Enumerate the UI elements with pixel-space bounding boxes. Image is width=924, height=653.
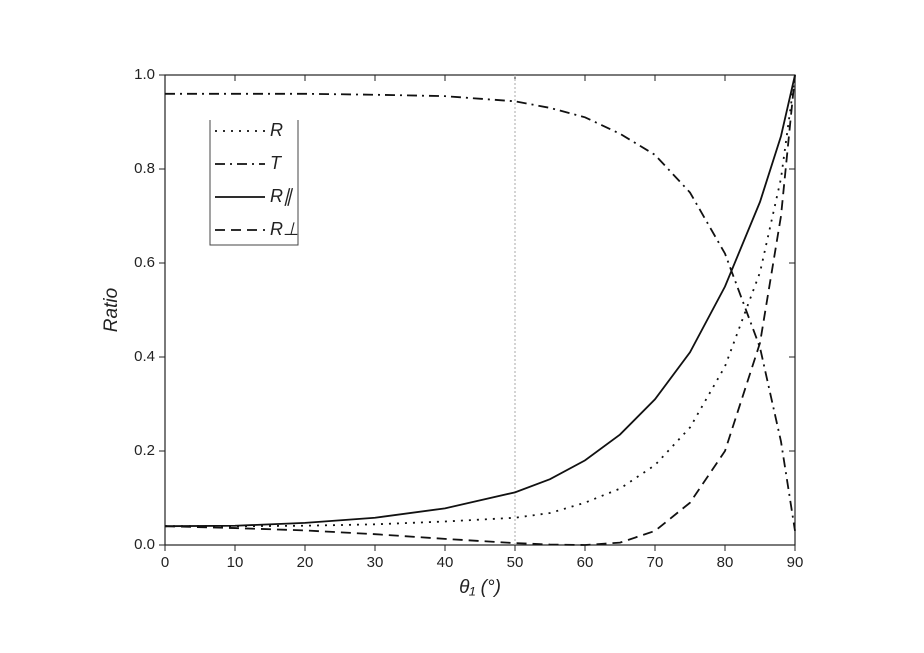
y-tick-label: 1.0: [134, 66, 155, 83]
legend-frame: [209, 120, 299, 246]
plot-frame: [164, 74, 796, 546]
series-line: [165, 92, 796, 532]
y-tick-label: 0.8: [134, 160, 155, 177]
y-tick-label: 0.2: [134, 442, 155, 459]
y-tick-label: 0.4: [134, 348, 155, 365]
legend-label: R: [270, 120, 283, 140]
x-tick-label: 80: [717, 554, 734, 571]
legend-label: R⊥: [270, 219, 299, 239]
x-tick-label: 60: [577, 554, 594, 571]
x-tick-label: 10: [227, 554, 244, 571]
y-tick-label: 0.6: [134, 254, 155, 271]
y-axis-title: Ratio: [101, 288, 122, 332]
x-tick-label: 30: [367, 554, 384, 571]
x-tick-label: 70: [647, 554, 664, 571]
y-tick-label: 0.0: [134, 536, 155, 553]
x-tick-label: 90: [787, 554, 804, 571]
legend-label: T: [270, 153, 283, 173]
x-axis-title: θ₁ (°): [459, 577, 501, 598]
x-tick-label: 20: [297, 554, 314, 571]
series-line: [164, 74, 796, 546]
series-line: [164, 74, 796, 528]
x-tick-label: 50: [507, 554, 524, 571]
legend-label: R∥: [270, 186, 294, 206]
x-tick-label: 40: [437, 554, 454, 571]
x-tick-label: 0: [161, 554, 169, 571]
series-line: [165, 74, 796, 528]
